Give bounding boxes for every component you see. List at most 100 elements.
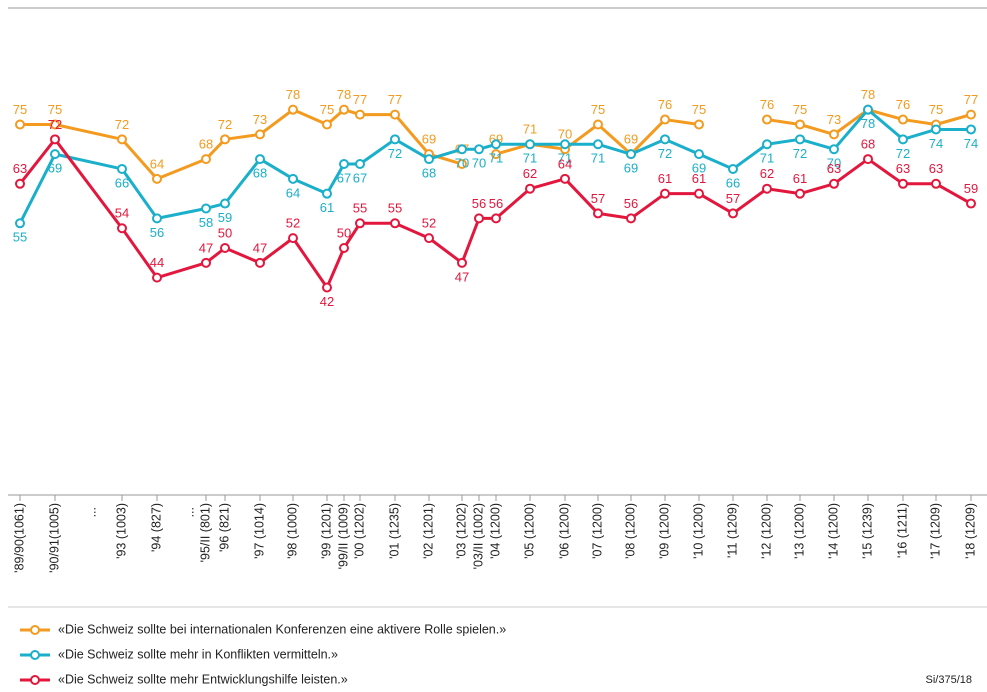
value-label: 58 <box>199 215 213 230</box>
x-tick-label: '11 (1209) <box>725 503 739 558</box>
value-label: 56 <box>150 225 164 240</box>
value-label: 73 <box>253 112 267 127</box>
value-label: 68 <box>253 166 267 181</box>
value-label: 66 <box>726 175 740 190</box>
value-label: 71 <box>760 151 774 166</box>
point <box>660 188 670 199</box>
x-tick-label: '95/II (801) <box>198 503 212 562</box>
x-tick-label: '14 (1200) <box>826 503 840 559</box>
value-label: 71 <box>523 122 537 137</box>
point <box>201 203 211 214</box>
value-label: 72 <box>658 146 672 161</box>
point <box>50 119 60 130</box>
x-tick-label: '04 (1200) <box>488 503 502 559</box>
point <box>255 129 265 140</box>
value-label: 47 <box>199 240 213 255</box>
value-label: 76 <box>760 97 774 112</box>
value-label: 69 <box>422 132 436 147</box>
point <box>15 218 25 229</box>
value-label: 57 <box>591 191 605 206</box>
value-label: 61 <box>692 171 706 186</box>
point <box>457 159 467 170</box>
x-tick-label: '90/91(1005) <box>47 503 61 573</box>
x-tick-label: '05 (1200) <box>522 503 536 559</box>
x-tick-label: '00 (1202) <box>352 503 366 559</box>
series-line <box>20 108 463 181</box>
value-label: 71 <box>489 151 503 166</box>
value-label: 72 <box>388 146 402 161</box>
x-tick-label: '02 (1201) <box>421 503 435 559</box>
point <box>424 233 434 244</box>
x-tick-label: '96 (821) <box>217 503 231 552</box>
point <box>829 178 839 189</box>
point <box>339 243 349 253</box>
point <box>50 149 60 160</box>
point <box>201 154 211 165</box>
value-label: 55 <box>353 201 367 216</box>
value-label: 74 <box>964 136 978 151</box>
point <box>255 154 265 165</box>
point <box>322 188 332 199</box>
point <box>288 233 298 244</box>
legend-label: «Die Schweiz sollte mehr Entwicklungshil… <box>58 672 348 686</box>
x-tick-label: '15 (1239) <box>860 503 874 559</box>
x-tick-label: '99/II (1009) <box>336 503 350 569</box>
value-label: 70 <box>827 156 841 171</box>
point <box>694 119 704 130</box>
point <box>457 144 467 155</box>
value-label: 74 <box>929 136 943 151</box>
x-tick-label: '18 (1209) <box>963 503 977 559</box>
x-tick-label: '97 (1014) <box>252 503 266 559</box>
point <box>762 114 772 125</box>
point <box>966 198 976 209</box>
point <box>660 134 670 145</box>
point <box>117 163 127 174</box>
x-tick-label: '93 (1003) <box>114 503 128 559</box>
point <box>288 104 298 115</box>
value-label: 63 <box>13 161 27 176</box>
point <box>762 183 772 194</box>
value-label: 50 <box>218 225 232 240</box>
value-label: 68 <box>861 137 875 152</box>
value-label: 72 <box>115 117 129 132</box>
value-label: 68 <box>422 166 436 181</box>
value-label: 64 <box>558 156 572 171</box>
x-tick-label: '16 (1211) <box>895 503 909 558</box>
point <box>355 159 365 170</box>
point <box>339 159 349 170</box>
x-tick-label: '10 (1200) <box>691 503 705 559</box>
value-label: 69 <box>692 161 706 176</box>
point <box>762 139 772 150</box>
value-label: 63 <box>929 161 943 176</box>
value-label: 73 <box>827 112 841 127</box>
x-tick-label: '07 (1200) <box>590 503 604 559</box>
value-label: 67 <box>353 170 367 185</box>
point <box>931 178 941 189</box>
value-label: 47 <box>253 240 267 255</box>
x-tick-label: '17 (1209) <box>928 503 942 559</box>
point <box>201 257 211 268</box>
value-label: 55 <box>13 230 27 245</box>
point <box>355 218 365 229</box>
point <box>829 144 839 155</box>
point <box>863 104 873 115</box>
value-label: 59 <box>218 210 232 225</box>
value-label: 75 <box>320 102 334 117</box>
x-tick-label: '99 (1201) <box>319 503 333 559</box>
point <box>255 257 265 268</box>
legend-label: «Die Schweiz sollte mehr in Konflikten v… <box>58 647 338 661</box>
point <box>50 134 60 145</box>
value-label: 72 <box>896 146 910 161</box>
point <box>390 218 400 229</box>
value-label: 76 <box>658 97 672 112</box>
value-label: 75 <box>929 102 943 117</box>
point <box>560 139 570 150</box>
value-label: 52 <box>422 216 436 231</box>
value-label: 78 <box>861 116 875 131</box>
point <box>863 154 873 165</box>
value-label: 55 <box>388 201 402 216</box>
x-tick-label: '13 (1200) <box>792 503 806 559</box>
point <box>966 109 976 120</box>
point <box>931 124 941 135</box>
